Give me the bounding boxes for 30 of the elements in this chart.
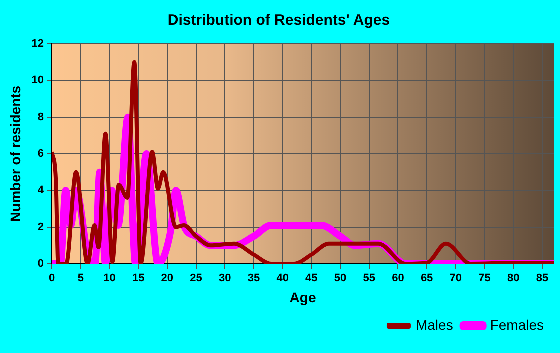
y-tick-label: 8	[38, 111, 44, 124]
y-tick-label: 2	[38, 221, 44, 234]
y-tick-label: 10	[32, 74, 44, 87]
legend-label: Males	[416, 316, 454, 333]
x-tick-label: 60	[392, 272, 404, 285]
x-tick-label: 85	[536, 272, 549, 285]
x-tick-label: 0	[48, 272, 56, 285]
chart-title: Distribution of Residents' Ages	[168, 12, 390, 30]
x-tick-label: 25	[190, 272, 202, 285]
x-tick-label: 30	[219, 272, 232, 285]
x-tick-label: 35	[248, 272, 260, 285]
y-tick-label: 12	[32, 38, 44, 50]
x-tick-label: 5	[78, 272, 84, 285]
x-axis-title: Age	[290, 289, 316, 306]
x-tick-label: 50	[334, 272, 347, 285]
y-tick-label: 6	[38, 148, 44, 160]
x-tick-label: 40	[276, 272, 289, 285]
x-tick-label: 75	[478, 272, 491, 285]
x-tick-label: 45	[306, 272, 318, 285]
legend-label: Females	[490, 316, 544, 333]
y-axis-title: Number of residents	[7, 86, 24, 222]
x-tick-label: 15	[132, 272, 145, 285]
y-tick-label: 4	[38, 184, 45, 197]
y-tick-label: 0	[38, 258, 44, 270]
x-tick-label: 20	[161, 272, 174, 285]
x-tick-label: 80	[507, 272, 520, 285]
x-tick-label: 10	[104, 272, 116, 285]
x-tick-label: 70	[450, 272, 462, 285]
x-tick-label: 65	[420, 272, 434, 285]
x-tick-label: 55	[363, 272, 376, 285]
